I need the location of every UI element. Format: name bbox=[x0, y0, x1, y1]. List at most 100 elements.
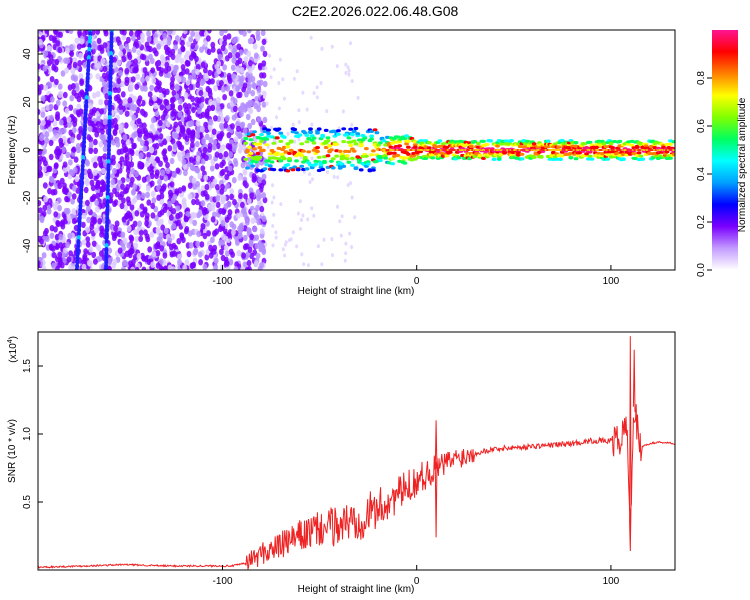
noise-cell bbox=[204, 74, 210, 82]
noise-cell bbox=[170, 102, 176, 110]
noise-cell bbox=[261, 72, 267, 79]
noise-cell bbox=[82, 255, 87, 262]
trace-cell bbox=[257, 155, 263, 159]
trace-cell bbox=[472, 155, 478, 159]
trace-cell bbox=[262, 167, 268, 171]
noise-cell bbox=[198, 259, 204, 266]
trace-cell bbox=[383, 143, 388, 147]
noise-cell bbox=[223, 244, 229, 251]
noise-cell bbox=[143, 85, 148, 92]
noise-cell bbox=[246, 30, 252, 34]
trace-cell bbox=[374, 131, 380, 135]
trace-cell bbox=[344, 157, 350, 161]
trace-cell bbox=[243, 141, 249, 145]
trace-cell bbox=[299, 153, 305, 157]
trace-cell bbox=[554, 157, 560, 161]
noise-cell bbox=[138, 163, 144, 170]
noise-cell bbox=[135, 73, 141, 81]
noise-cell bbox=[55, 99, 61, 107]
trace-cell bbox=[325, 136, 331, 140]
noise-cell bbox=[51, 262, 56, 269]
noise-cell bbox=[339, 233, 343, 238]
noise-cell bbox=[240, 75, 245, 82]
noise-cell bbox=[42, 148, 47, 155]
noise-cell bbox=[169, 181, 175, 188]
noise-cell bbox=[99, 108, 104, 115]
noise-cell bbox=[243, 193, 248, 200]
noise-cell bbox=[192, 249, 198, 256]
noise-cell bbox=[129, 235, 135, 242]
noise-cell bbox=[125, 196, 131, 203]
noise-cell bbox=[41, 265, 47, 270]
noise-cell bbox=[123, 259, 128, 267]
noise-cell bbox=[220, 144, 226, 151]
noise-cell bbox=[131, 189, 136, 196]
noise-cell bbox=[85, 160, 90, 167]
noise-cell bbox=[131, 114, 137, 121]
trace-cell bbox=[294, 131, 299, 135]
noise-cell bbox=[207, 204, 213, 211]
noise-cell bbox=[39, 215, 45, 222]
trace-cell bbox=[350, 132, 355, 136]
noise-cell bbox=[200, 61, 206, 68]
noise-cell bbox=[203, 174, 209, 181]
noise-cell bbox=[57, 148, 63, 155]
colorbar-ticks: 0.0 0.2 0.4 0.6 0.8 bbox=[696, 71, 712, 277]
trace-cell bbox=[267, 152, 273, 156]
noise-cell bbox=[102, 65, 108, 73]
noise-cell bbox=[259, 228, 265, 235]
noise-cell bbox=[141, 176, 147, 183]
noise-cell bbox=[191, 106, 196, 114]
spectrogram-x-tick-label: 0 bbox=[414, 276, 420, 287]
noise-cell bbox=[44, 131, 50, 138]
noise-cell bbox=[49, 225, 55, 232]
noise-cell bbox=[49, 96, 55, 103]
noise-cell bbox=[247, 37, 253, 45]
noise-cell bbox=[38, 84, 41, 91]
noise-cell bbox=[204, 183, 210, 191]
trace-cell bbox=[558, 157, 563, 161]
noise-cell bbox=[235, 52, 241, 59]
noise-cell bbox=[254, 234, 260, 241]
noise-cell bbox=[251, 82, 257, 89]
noise-cell bbox=[302, 262, 306, 267]
noise-cell bbox=[144, 41, 150, 48]
noise-cell bbox=[133, 242, 139, 249]
noise-cell bbox=[170, 233, 176, 241]
noise-cell bbox=[146, 35, 152, 43]
noise-cell bbox=[295, 69, 299, 74]
noise-cell bbox=[160, 169, 166, 176]
noise-cell bbox=[192, 183, 198, 190]
trace-cell bbox=[330, 157, 336, 161]
trace-cell bbox=[668, 156, 673, 160]
noise-cell bbox=[38, 169, 43, 177]
noise-cell bbox=[124, 154, 130, 162]
noise-cell bbox=[48, 103, 54, 111]
noise-cell bbox=[153, 102, 158, 110]
noise-cell bbox=[245, 251, 251, 258]
noise-cell bbox=[272, 195, 276, 200]
noise-cell bbox=[128, 30, 134, 37]
noise-cell bbox=[199, 30, 204, 37]
noise-cell bbox=[238, 192, 243, 200]
trace-cell bbox=[281, 135, 287, 139]
trace-cell bbox=[491, 157, 497, 161]
noise-cell bbox=[121, 197, 126, 204]
noise-cell bbox=[229, 221, 235, 228]
noise-cell bbox=[239, 110, 244, 118]
noise-cell bbox=[167, 237, 173, 244]
noise-cell bbox=[50, 189, 56, 196]
noise-cell bbox=[271, 183, 274, 188]
noise-cell bbox=[48, 54, 54, 61]
noise-cell bbox=[216, 67, 222, 75]
noise-cell bbox=[256, 116, 262, 123]
noise-cell bbox=[130, 266, 135, 270]
noise-cell bbox=[274, 230, 278, 235]
noise-cell bbox=[264, 66, 268, 71]
noise-cell bbox=[99, 231, 104, 238]
trace-cell bbox=[255, 151, 261, 156]
noise-cell bbox=[96, 116, 101, 123]
noise-cell bbox=[193, 43, 199, 51]
noise-cell bbox=[199, 241, 205, 248]
noise-cell bbox=[132, 142, 137, 150]
